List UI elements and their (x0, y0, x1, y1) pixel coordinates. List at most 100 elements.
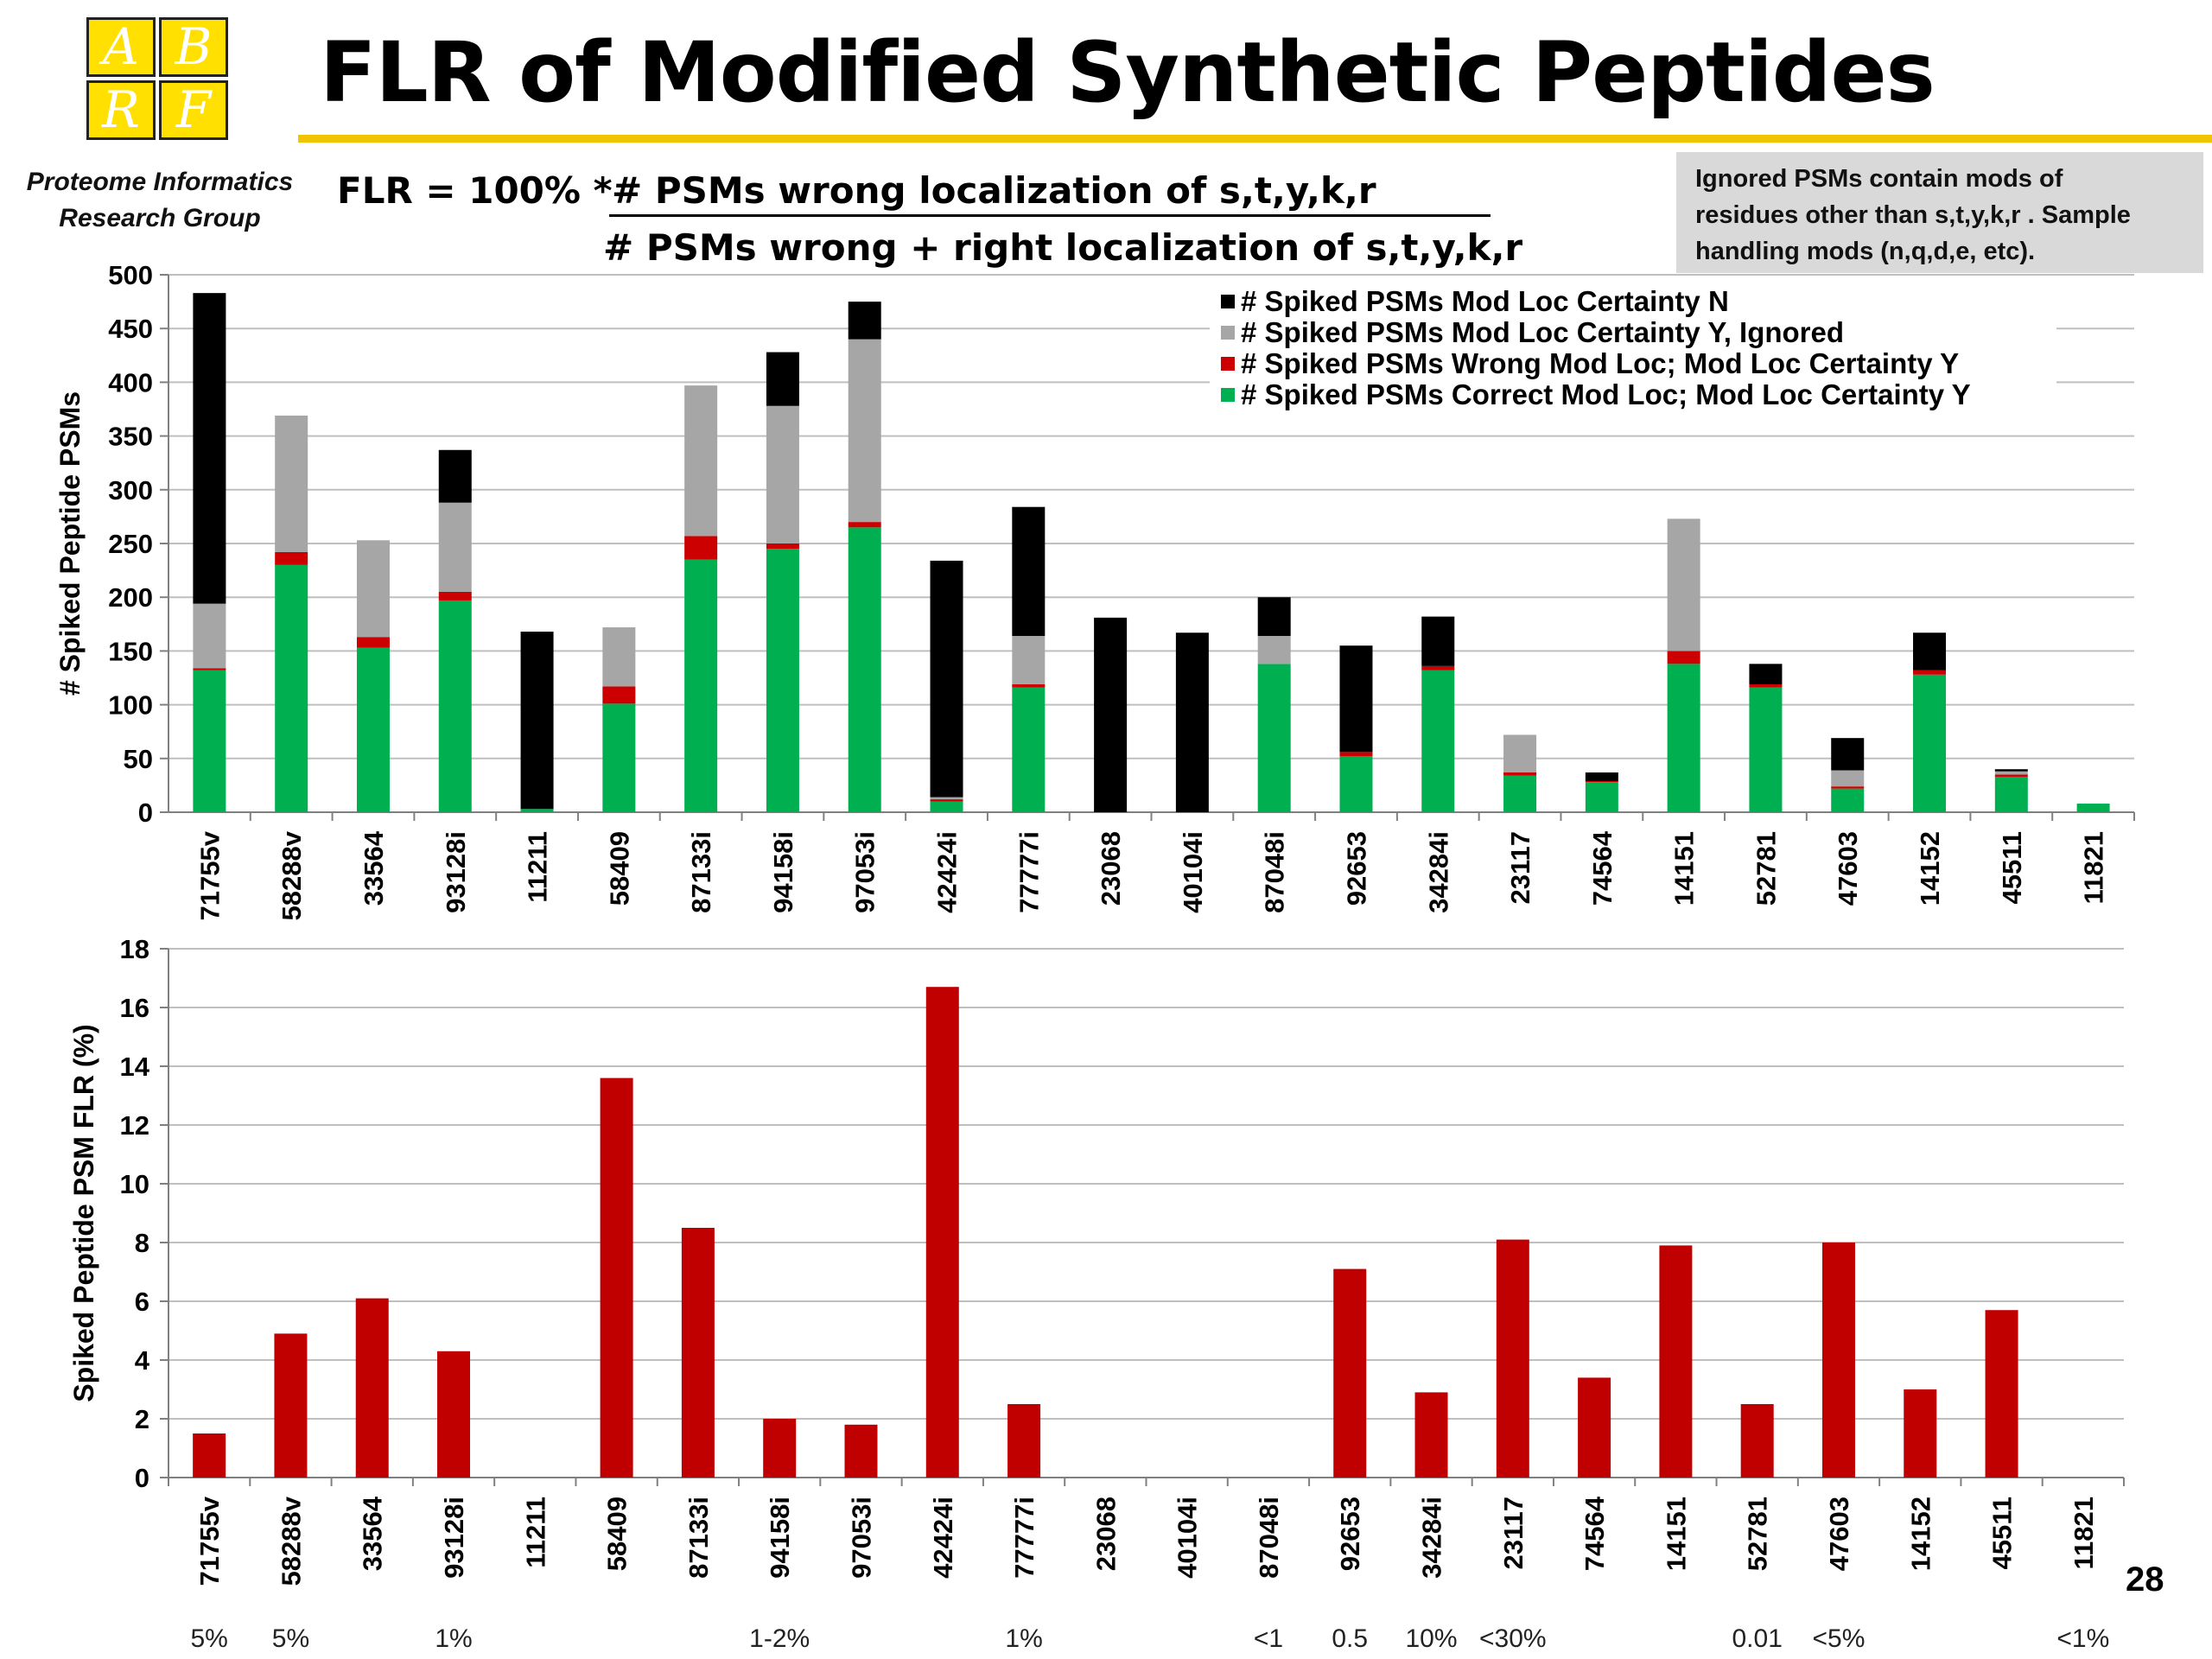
bottom-x-tick-label: 93128i (439, 1497, 469, 1579)
top-bar-segment (1585, 772, 1618, 781)
flr-bar (844, 1424, 878, 1478)
top-bar-segment (1585, 780, 1618, 783)
formula-fraction-bar (609, 214, 1491, 217)
top-bar-segment (438, 600, 472, 812)
top-bar-segment (356, 647, 390, 812)
top-bar-segment (602, 686, 636, 704)
top-legend-label: # Spiked PSMs Mod Loc Certainty Y, Ignor… (1241, 316, 1844, 348)
bottom-y-tick-label: 18 (120, 934, 149, 964)
top-bar-segment (848, 522, 881, 528)
top-y-tick-label: 250 (108, 529, 153, 559)
note-line-1: Ignored PSMs contain mods of (1695, 165, 2063, 193)
bottom-y-tick-label: 8 (135, 1228, 149, 1258)
flr-threshold-label: 0.5 (1332, 1624, 1369, 1653)
bottom-x-tick-label: 52781 (1743, 1497, 1773, 1571)
top-x-tick-label: 23117 (1505, 831, 1535, 905)
top-bar-segment (766, 543, 799, 550)
top-x-tick-label: 34284i (1423, 831, 1453, 913)
bottom-x-tick-label: 47603 (1824, 1497, 1854, 1571)
bottom-y-tick-label: 14 (120, 1052, 150, 1082)
flr-threshold-label: 1-2% (749, 1624, 810, 1653)
top-y-tick-label: 450 (108, 314, 153, 344)
flr-bar (600, 1077, 633, 1478)
top-x-tick-label: 11821 (2079, 831, 2109, 905)
flr-threshold-label: 1% (435, 1624, 473, 1653)
top-bar-segment (1012, 687, 1046, 812)
top-x-tick-label: 33564 (359, 830, 389, 906)
top-bar-segment (2076, 804, 2110, 812)
top-bar-segment (848, 302, 881, 340)
top-y-axis-label: # Spiked Peptide PSMs (54, 391, 86, 696)
group-name: Proteome Informatics Research Group (9, 164, 311, 237)
logo-letter-r: R (86, 80, 156, 140)
top-bar-segment (1257, 635, 1291, 664)
flr-bar (1904, 1389, 1937, 1478)
top-bar-segment (1503, 734, 1537, 772)
top-bar-segment (1667, 518, 1700, 652)
formula-denominator: # PSMs wrong + right localization of s,t… (603, 226, 1523, 269)
bottom-x-tick-label: 92653 (1335, 1497, 1365, 1571)
page-title: FLR of Modified Synthetic Peptides (320, 24, 1936, 121)
flr-threshold-label: 0.01 (1732, 1624, 1783, 1653)
bottom-y-tick-label: 16 (120, 993, 149, 1023)
top-bar-segment (1585, 782, 1618, 812)
flr-bar (681, 1228, 715, 1478)
top-legend-swatch (1221, 295, 1235, 308)
top-bar-segment (275, 564, 308, 812)
top-bar-segment (1421, 665, 1455, 671)
top-bar-segment (602, 703, 636, 812)
flr-bar (1578, 1377, 1611, 1478)
flr-bar (925, 987, 959, 1478)
top-y-tick-label: 200 (108, 582, 153, 613)
top-bar-segment (684, 559, 718, 812)
flr-threshold-label: 10% (1405, 1624, 1458, 1653)
top-bar-segment (356, 637, 390, 648)
bottom-x-tick-label: 14152 (1905, 1497, 1936, 1571)
top-bar-segment (766, 352, 799, 406)
bottom-x-tick-label: 23117 (1498, 1497, 1529, 1570)
bottom-x-tick-label: 40104i (1173, 1497, 1203, 1579)
top-bar-segment (1831, 786, 1865, 789)
abrf-logo: A B R F (86, 17, 233, 145)
note-line-3: handling mods (n,q,d,e, etc). (1695, 238, 2036, 265)
flr-bar (1496, 1239, 1529, 1478)
formula-numerator: # PSMs wrong localization of s,t,y,k,r (612, 169, 1376, 212)
top-x-tick-label: 58288v (276, 830, 307, 920)
top-x-tick-label: 74564 (1587, 830, 1618, 906)
top-legend-label: # Spiked PSMs Wrong Mod Loc; Mod Loc Cer… (1241, 347, 1959, 379)
top-legend-label: # Spiked PSMs Mod Loc Certainty N (1241, 285, 1729, 317)
top-x-tick-label: 77777i (1014, 831, 1044, 913)
top-bar-segment (766, 549, 799, 812)
top-bar-segment (438, 591, 472, 601)
flr-threshold-label: 5% (271, 1624, 310, 1653)
flr-bar (1414, 1392, 1448, 1478)
top-bar-segment (848, 527, 881, 812)
top-y-tick-label: 400 (108, 367, 153, 397)
top-x-tick-label: 94158i (768, 831, 798, 913)
logo-letter-b: B (159, 17, 228, 77)
group-name-line-1: Proteome Informatics (26, 168, 294, 196)
top-bar-segment (1994, 771, 2028, 775)
top-y-tick-label: 500 (108, 260, 153, 290)
top-bar-segment (520, 632, 554, 810)
flr-bar (437, 1351, 471, 1478)
top-bar-segment (1913, 674, 1947, 812)
bottom-x-tick-label: 94158i (765, 1497, 795, 1579)
bottom-x-tick-label: 71755v (194, 1496, 225, 1586)
bottom-x-tick-label: 77777i (1009, 1497, 1039, 1579)
top-bar-segment (1012, 506, 1046, 636)
top-bar-segment (1749, 687, 1783, 812)
top-y-tick-label: 50 (124, 744, 153, 774)
top-bar-segment (1913, 632, 1947, 671)
flr-bar (1333, 1268, 1367, 1478)
top-x-tick-label: 23068 (1096, 831, 1126, 906)
top-bar-segment (1175, 632, 1209, 812)
top-x-tick-label: 58409 (604, 831, 634, 906)
flr-threshold-label: <1 (1253, 1624, 1284, 1653)
top-bar-segment (1421, 670, 1455, 812)
bottom-x-tick-label: 45511 (1987, 1497, 2018, 1570)
flr-threshold-label: <5% (1812, 1624, 1866, 1653)
top-y-tick-label: 350 (108, 422, 153, 452)
top-bar-segment (684, 536, 718, 560)
flr-bar (1659, 1245, 1693, 1478)
